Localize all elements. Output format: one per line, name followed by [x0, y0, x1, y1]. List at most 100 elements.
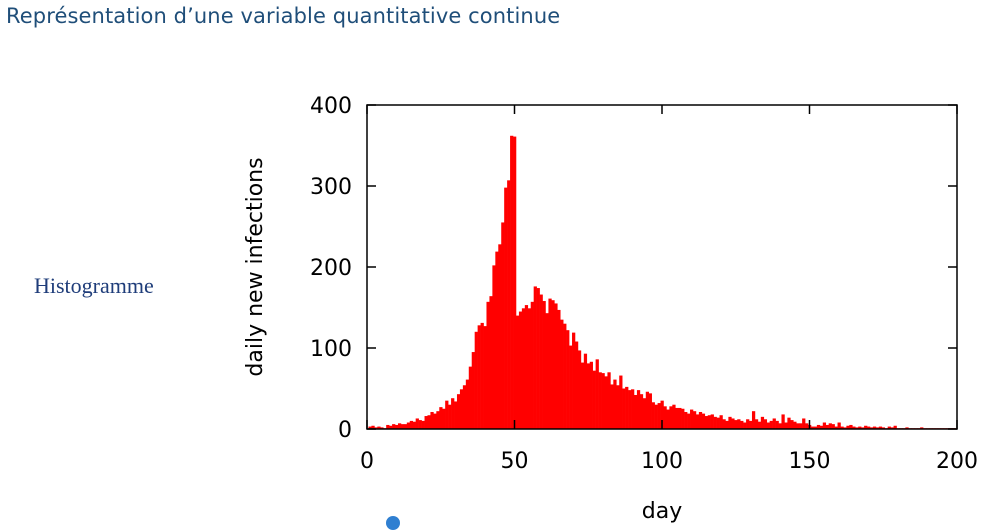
- histogram-bar: [822, 422, 827, 429]
- histogram-bar: [763, 419, 768, 429]
- histogram-bar: [574, 341, 579, 429]
- histogram-bar: [451, 398, 455, 429]
- histogram-bar: [628, 390, 632, 429]
- histogram-bar: [864, 425, 868, 429]
- histogram-bar: [507, 180, 511, 429]
- histogram-bar: [636, 390, 641, 429]
- histogram-bar: [890, 427, 894, 429]
- histogram-bar: [855, 427, 859, 429]
- histogram-bar: [459, 389, 464, 429]
- histogram-bar: [648, 393, 652, 429]
- histogram-bar: [642, 398, 647, 429]
- histogram-bar: [707, 415, 711, 429]
- histogram-bar: [872, 426, 877, 429]
- histogram-bar: [374, 427, 378, 429]
- histogram-bar: [557, 309, 561, 429]
- histogram-bar: [734, 420, 738, 429]
- histogram-bar: [669, 406, 673, 429]
- histogram-bar: [867, 426, 871, 429]
- histogram-bar: [607, 372, 611, 429]
- histogram-bar: [893, 425, 897, 429]
- histogram-bar: [687, 413, 691, 429]
- histogram-bar: [828, 423, 832, 429]
- histogram-bar: [869, 427, 874, 429]
- histogram-bar: [566, 330, 570, 429]
- histogram-bar: [409, 420, 414, 429]
- histogram-bar: [639, 394, 644, 429]
- histogram-bar: [477, 325, 481, 429]
- histogram-bar: [663, 406, 667, 429]
- histogram-bar: [448, 404, 452, 429]
- histogram-bar: [887, 426, 891, 429]
- histogram-bar: [799, 423, 803, 429]
- histogram-bar: [586, 363, 591, 429]
- histogram-bar: [920, 427, 924, 429]
- histogram-bar: [719, 415, 723, 429]
- slide-title: Représentation d’une variable quantitati…: [6, 4, 561, 28]
- histogram-bar: [436, 411, 440, 429]
- histogram-bar: [412, 421, 416, 429]
- histogram-bar: [545, 313, 549, 429]
- histogram-bar: [480, 322, 484, 429]
- histogram-bar: [660, 400, 664, 429]
- histogram-bar: [825, 424, 829, 429]
- histogram-bar: [427, 415, 431, 429]
- histogram-bar: [589, 361, 593, 429]
- histogram-bar: [468, 366, 473, 429]
- histogram-bar: [454, 401, 458, 429]
- histogram-bar: [465, 379, 470, 429]
- histogram-bar: [539, 294, 543, 429]
- histogram-label: Histogramme: [34, 273, 154, 298]
- histogram-bar: [397, 423, 402, 429]
- histogram-bar: [690, 409, 694, 429]
- histogram-bar: [701, 413, 706, 429]
- x-axis-title: day: [642, 499, 682, 524]
- histogram-bar: [769, 420, 773, 429]
- histogram-bar: [513, 136, 517, 429]
- axis-ticks: [366, 104, 958, 430]
- histogram-bar: [610, 384, 614, 429]
- histogram-bar: [613, 379, 617, 429]
- histogram-bar: [810, 426, 815, 429]
- x-tick-label: 100: [641, 449, 683, 474]
- histogram-bar: [819, 425, 824, 429]
- histogram-bar: [666, 409, 670, 429]
- histogram-bar: [527, 308, 532, 429]
- histogram-bar: [424, 416, 428, 429]
- histogram-bar: [504, 187, 508, 429]
- histogram-bar: [796, 423, 800, 429]
- histogram-bar: [692, 411, 697, 429]
- histogram-bar: [462, 385, 467, 429]
- histogram-bar: [572, 332, 576, 429]
- histogram-bar: [852, 426, 856, 429]
- histogram-bar: [766, 422, 770, 429]
- histogram-bar: [737, 419, 741, 429]
- histogram-bar: [849, 424, 853, 429]
- histogram-bar: [840, 426, 844, 429]
- y-tick-label: 100: [310, 337, 352, 362]
- histogram-bar: [831, 424, 835, 429]
- histogram-bar: [486, 301, 490, 429]
- histogram-bar: [754, 419, 759, 429]
- histogram-bar: [595, 359, 599, 429]
- histogram-bar: [905, 427, 909, 429]
- histogram-bar: [749, 420, 753, 429]
- histogram-bar: [698, 411, 703, 429]
- y-axis-title: daily new infections: [243, 157, 268, 376]
- histogram-bar: [728, 416, 732, 429]
- histogram-bar: [654, 404, 658, 429]
- histogram-bar: [645, 391, 650, 429]
- histogram-bar: [403, 424, 408, 429]
- histogram-bar: [415, 418, 419, 429]
- y-tick-labels: 0 100 200 300 400: [310, 94, 352, 443]
- histogram-bar: [843, 427, 847, 429]
- histogram-bar: [695, 414, 700, 429]
- x-tick-label: 0: [360, 449, 374, 474]
- histogram-bar: [657, 403, 661, 429]
- histogram-bar: [625, 386, 629, 429]
- histogram-bar: [548, 298, 552, 429]
- histogram-bar: [813, 426, 818, 429]
- histogram-bar: [805, 423, 809, 429]
- histogram-bar: [533, 286, 537, 429]
- histogram-bar: [489, 296, 493, 429]
